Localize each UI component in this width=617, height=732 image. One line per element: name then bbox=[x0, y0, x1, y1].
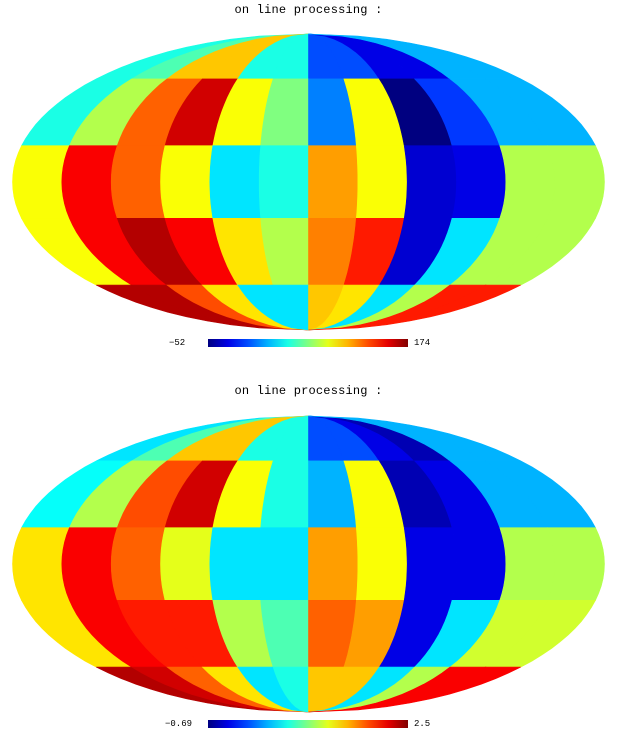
map-pixel bbox=[308, 527, 359, 601]
colorbar-min-label: −0.69 bbox=[165, 719, 193, 729]
map-pixel bbox=[12, 145, 70, 219]
map-pixel bbox=[355, 145, 408, 219]
map-pixel bbox=[209, 145, 262, 219]
map-pixel bbox=[258, 145, 309, 219]
map-pixel bbox=[403, 145, 457, 219]
map-pixel bbox=[355, 527, 408, 601]
map-pixel bbox=[547, 527, 605, 601]
map-pixel bbox=[451, 145, 507, 219]
map-pixel bbox=[209, 527, 262, 601]
map-title: on line processing : bbox=[234, 3, 383, 17]
mollweide-map bbox=[12, 415, 605, 713]
map-pixel bbox=[547, 145, 605, 219]
map-pixel bbox=[160, 527, 214, 601]
map-panel-1: on line processing : −52 174 bbox=[0, 0, 617, 360]
map-pixel bbox=[12, 527, 70, 601]
map-pixel bbox=[61, 527, 118, 601]
colorbar-min-label: −52 bbox=[169, 338, 186, 348]
map-pixel bbox=[499, 527, 556, 601]
map-pixel bbox=[451, 527, 507, 601]
map-pixel bbox=[258, 527, 309, 601]
map-title: on line processing : bbox=[234, 384, 383, 398]
colorbar bbox=[208, 339, 408, 347]
mollweide-map bbox=[12, 33, 605, 331]
map-pixel bbox=[308, 666, 521, 713]
map-pixel bbox=[499, 145, 556, 219]
map-pixel bbox=[308, 145, 359, 219]
colorbar-max-label: 2.5 bbox=[414, 719, 431, 729]
map-pixel bbox=[403, 527, 457, 601]
map-pixel bbox=[308, 284, 521, 331]
map-pixel bbox=[160, 145, 214, 219]
colorbar-max-label: 174 bbox=[414, 338, 431, 348]
map-pixel bbox=[110, 145, 166, 219]
colorbar bbox=[208, 720, 408, 728]
map-pixel bbox=[110, 527, 166, 601]
map-panel-2: on line processing : −0.69 2.5 bbox=[0, 372, 617, 732]
map-pixel bbox=[61, 145, 118, 219]
